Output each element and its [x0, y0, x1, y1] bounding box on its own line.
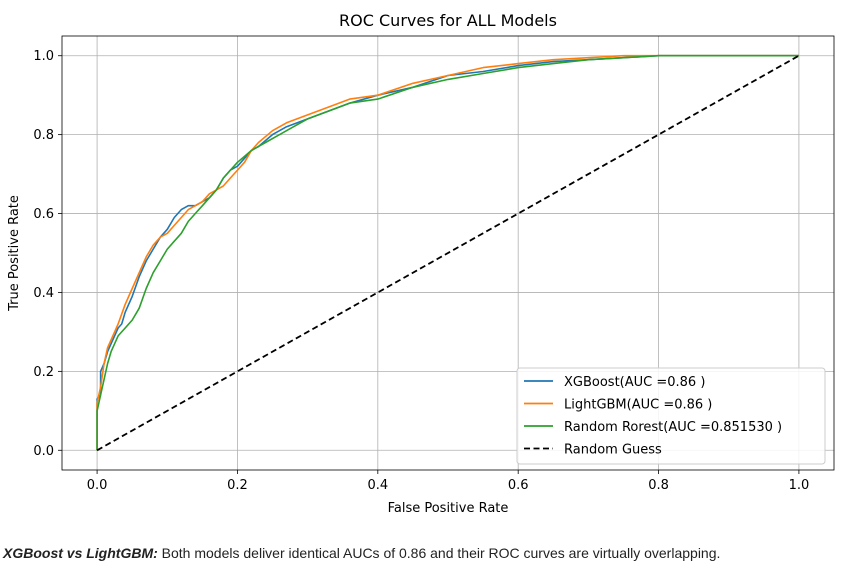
x-tick-label: 0.0: [87, 478, 108, 493]
y-tick-label: 0.4: [33, 286, 54, 301]
legend-label: Random Guess: [564, 443, 662, 458]
chart-title: ROC Curves for ALL Models: [339, 11, 557, 30]
plot-frame: [61, 35, 835, 471]
y-tick-label: 0.8: [33, 128, 54, 143]
y-tick-label: 0.0: [33, 444, 54, 459]
series-line-3: [96, 54, 800, 452]
y-tick-label: 1.0: [33, 49, 54, 64]
legend-label: Random Rorest(AUC =0.851530 ): [564, 420, 782, 435]
roc-chart: 0.0 0.2 0.4 0.6 0.8 1.0 0.0 0.2 0.4 0.6 0.8 1.0 ROC…: [7, 11, 835, 516]
y-tick-label: 0.6: [33, 207, 54, 222]
series-line-2: [96, 54, 799, 451]
legend-label: LightGBM(AUC =0.86 ): [564, 398, 712, 413]
caption-bold: XGBoost vs LightGBM:: [3, 545, 158, 561]
x-axis-label: False Positive Rate: [388, 501, 509, 516]
caption-text: Both models deliver identical AUCs of 0.…: [157, 545, 721, 561]
x-tick-label: 1.0: [789, 478, 810, 493]
y-axis-label: True Positive Rate: [7, 195, 22, 312]
x-tick-label: 0.6: [508, 478, 529, 493]
legend-box: [516, 367, 826, 465]
ticks: 0.0 0.2 0.4 0.6 0.8 1.0 0.0 0.2 0.4 0.6 0.8 1.0: [33, 49, 809, 493]
legend: XGBoost(AUC =0.86 ) LightGBM(AUC =0.86 ) R…: [516, 367, 826, 465]
series-group: [96, 54, 800, 452]
caption: XGBoost vs LightGBM: Both models deliver…: [3, 545, 720, 561]
x-tick-label: 0.8: [648, 478, 669, 493]
series-line-1: [96, 54, 799, 451]
x-tick-label: 0.2: [227, 478, 248, 493]
x-tick-label: 0.4: [367, 478, 388, 493]
legend-label: XGBoost(AUC =0.86 ): [564, 375, 705, 390]
y-tick-label: 0.2: [33, 365, 54, 380]
